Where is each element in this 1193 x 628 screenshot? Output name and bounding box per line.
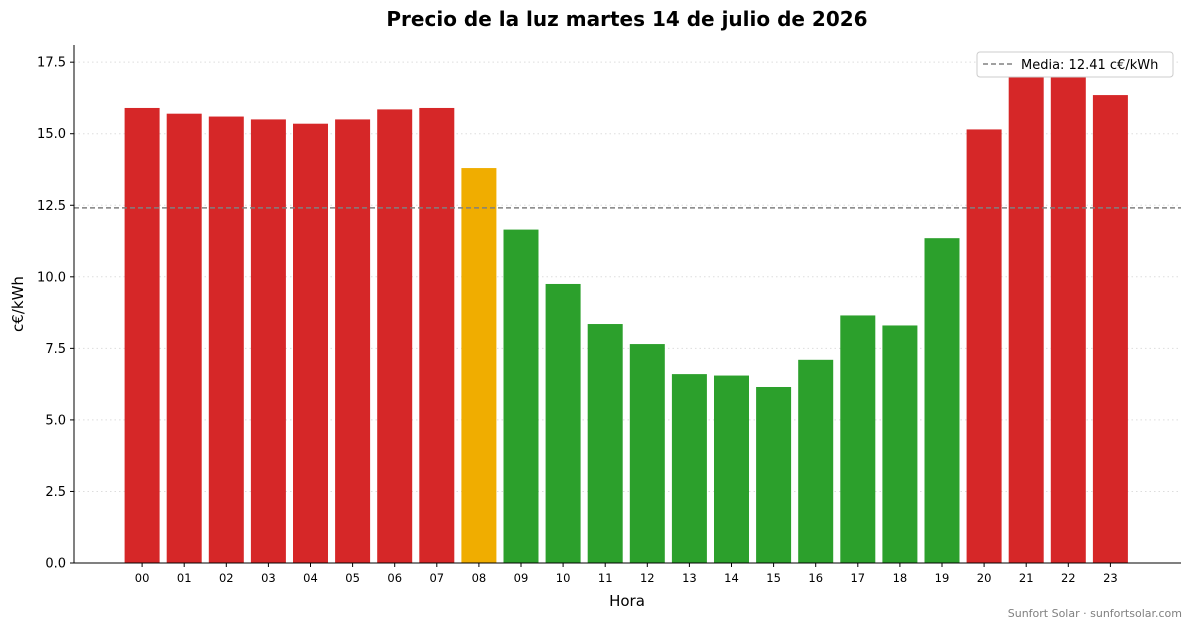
bar-hour-07 (419, 107, 455, 563)
legend-label: Media: 12.41 c€/kWh (1021, 58, 1158, 73)
y-tick-label: 12.5 (37, 199, 66, 214)
x-tick-label: 15 (766, 571, 781, 585)
x-tick-label: 22 (1061, 571, 1076, 585)
bar-hour-03 (250, 119, 286, 563)
x-tick-label: 18 (893, 571, 908, 585)
bar-hour-23 (1092, 95, 1128, 563)
x-tick-label: 21 (1019, 571, 1034, 585)
bar-hour-06 (377, 109, 413, 563)
bar-hour-01 (166, 113, 202, 563)
y-tick-label: 7.5 (45, 342, 66, 357)
y-tick-label: 15.0 (37, 127, 66, 142)
legend-box (976, 51, 1174, 78)
bar-hour-11 (587, 324, 623, 563)
x-tick-label: 08 (472, 571, 487, 585)
bar-hour-08 (461, 168, 497, 563)
x-axis-label: Hora (609, 592, 645, 610)
y-tick-labels: 0.0 2.5 5.0 7.5 10.0 12.5 15.0 17.5 (37, 56, 66, 572)
bar-hour-15 (756, 386, 792, 563)
bar-hour-19 (924, 238, 960, 563)
x-tick-label: 04 (303, 571, 318, 585)
x-tick-label: 16 (808, 571, 823, 585)
bar-hour-21 (1008, 67, 1044, 564)
x-tick-label: 01 (177, 571, 192, 585)
x-tick-label: 10 (556, 571, 571, 585)
y-tick-label: 5.0 (45, 413, 66, 428)
bar-hour-09 (503, 229, 539, 563)
x-tick-label: 06 (387, 571, 402, 585)
bar-hour-14 (714, 375, 749, 563)
x-tick-label: 14 (724, 571, 739, 585)
y-tick-label: 2.5 (45, 485, 66, 500)
x-tick-label: 09 (514, 571, 529, 585)
x-tick-label: 17 (850, 571, 865, 585)
credit-text: Sunfort Solar · sunfortsolar.com (1008, 607, 1182, 620)
bar-hour-00 (124, 107, 160, 563)
axes (70, 45, 1181, 567)
x-tick-label: 03 (261, 571, 276, 585)
y-tick-label: 10.0 (37, 270, 66, 285)
bar-hour-22 (1050, 67, 1086, 564)
bar-hour-20 (966, 129, 1002, 563)
bar-hour-16 (798, 359, 834, 563)
x-tick-label: 20 (977, 571, 992, 585)
bar-hour-10 (545, 283, 581, 563)
bar-hour-02 (208, 116, 244, 563)
bar-hour-17 (840, 315, 876, 563)
x-tick-label: 07 (429, 571, 444, 585)
x-tick-label: 11 (598, 571, 613, 585)
x-tick-label: 00 (135, 571, 150, 585)
x-tick-label: 23 (1103, 571, 1118, 585)
x-tick-label: 05 (345, 571, 360, 585)
x-tick-label: 12 (640, 571, 655, 585)
chart-title: Precio de la luz martes 14 de julio de 2… (386, 7, 867, 31)
y-tick-label: 17.5 (37, 56, 66, 71)
x-tick-label: 02 (219, 571, 234, 585)
y-tick-label: 0.0 (45, 557, 66, 572)
x-tick-label: 19 (935, 571, 950, 585)
bar-hour-18 (882, 325, 918, 563)
x-tick-label: 13 (682, 571, 697, 585)
x-tick-labels: 00 01 02 03 04 05 06 07 08 09 10 11 12 13 14 15 16 17 18 19… (135, 571, 1118, 585)
bar-hour-05 (335, 119, 371, 563)
bar-hour-12 (629, 344, 665, 563)
bar-hour-13 (671, 374, 707, 563)
legend: Media: 12.41 c€/kWh (976, 51, 1174, 78)
y-axis-label: c€/kWh (9, 276, 27, 332)
bar-hour-04 (293, 123, 328, 563)
bars (124, 67, 1128, 564)
